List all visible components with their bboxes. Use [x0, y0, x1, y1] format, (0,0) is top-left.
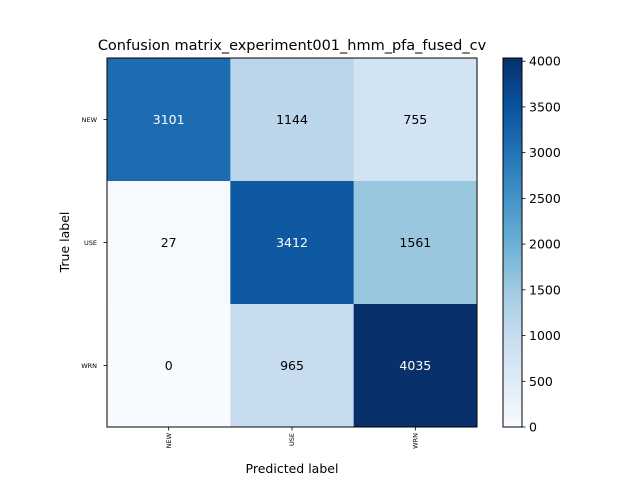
colorbar-tick-label: 0	[529, 420, 537, 435]
cell-value-label: 3101	[153, 112, 185, 127]
colorbar-gradient	[503, 58, 522, 427]
y-axis-ticks: NEW USE WRN	[81, 116, 107, 370]
cell-value-label: 755	[403, 112, 427, 127]
heatmap-cell	[230, 58, 355, 182]
heatmap-cell	[107, 58, 231, 182]
heatmap-cell	[107, 304, 231, 428]
colorbar-tick-label: 3000	[529, 145, 561, 160]
x-axis-ticks: NEW USE WRN	[165, 427, 420, 449]
cell-value-label: 27	[161, 235, 177, 250]
chart-title: Confusion matrix_experiment001_hmm_pfa_f…	[98, 38, 487, 54]
colorbar-tick-label: 4000	[529, 54, 561, 69]
colorbar-ticks: 0 500 1000 1500 2000 2500 3000 3500 4000	[522, 54, 561, 435]
cell-value-label: 1561	[399, 235, 431, 250]
heatmap-cell-labels: 3101 1144 755 27 3412 1561 0 965 4035	[153, 112, 431, 373]
x-tick-label: WRN	[412, 433, 420, 449]
heatmap-cells	[107, 58, 478, 428]
cell-value-label: 965	[280, 358, 304, 373]
colorbar-tick-label: 3500	[529, 99, 561, 114]
y-tick-label: USE	[84, 239, 97, 247]
cell-value-label: 4035	[399, 358, 431, 373]
heatmap-cell	[353, 181, 478, 305]
heatmap-cell	[353, 58, 478, 182]
x-axis-label: Predicted label	[246, 461, 339, 476]
y-axis-label: True label	[57, 212, 72, 274]
y-tick-label: WRN	[81, 362, 97, 370]
heatmap-cell	[107, 181, 231, 305]
heatmap-cell	[353, 304, 478, 428]
heatmap-cell	[230, 181, 355, 305]
x-tick-label: USE	[288, 433, 296, 446]
y-tick-label: NEW	[82, 116, 98, 124]
colorbar-tick-label: 1000	[529, 328, 561, 343]
cell-value-label: 1144	[276, 112, 308, 127]
colorbar-tick-label: 1500	[529, 282, 561, 297]
cell-value-label: 3412	[276, 235, 308, 250]
heatmap-cell	[230, 304, 355, 428]
colorbar-frame	[502, 57, 523, 428]
colorbar-tick-label: 2500	[529, 191, 561, 206]
colorbar-tick-label: 500	[529, 374, 553, 389]
cell-value-label: 0	[165, 358, 173, 373]
colorbar-tick-label: 2000	[529, 237, 561, 252]
x-tick-label: NEW	[165, 432, 173, 448]
